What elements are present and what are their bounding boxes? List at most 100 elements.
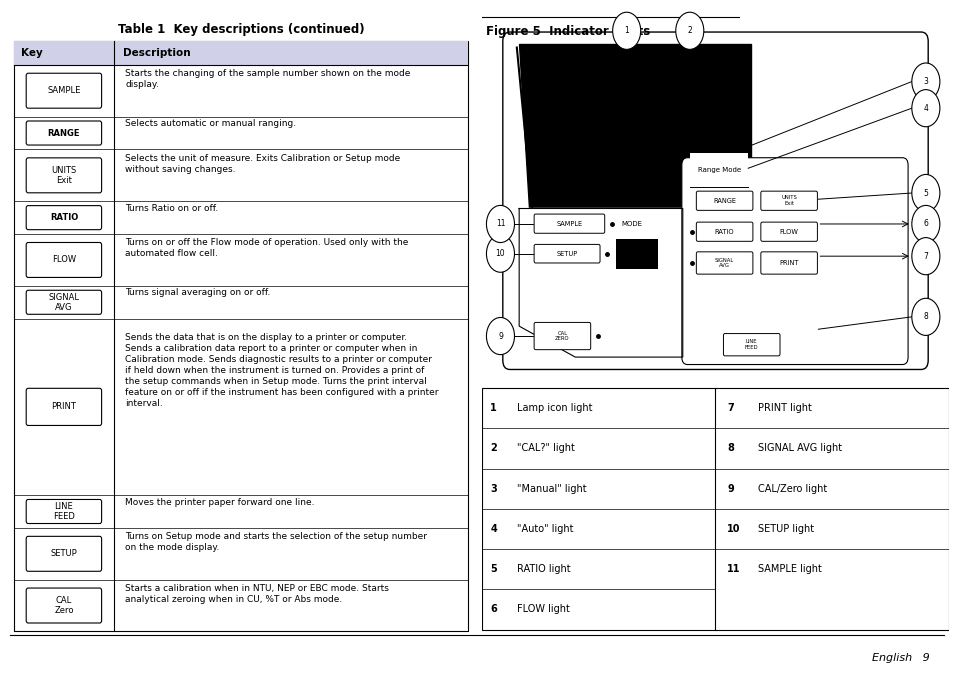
Text: 6: 6	[923, 219, 927, 228]
FancyBboxPatch shape	[722, 334, 780, 356]
Polygon shape	[518, 44, 750, 209]
FancyBboxPatch shape	[681, 157, 907, 365]
FancyBboxPatch shape	[502, 32, 927, 369]
FancyBboxPatch shape	[26, 290, 102, 314]
FancyBboxPatch shape	[760, 252, 817, 274]
FancyBboxPatch shape	[534, 244, 599, 263]
Bar	[481, 388, 948, 629]
Circle shape	[486, 235, 514, 273]
Text: SETUP light: SETUP light	[757, 524, 813, 534]
Text: MODE: MODE	[620, 221, 641, 227]
Text: SAMPLE: SAMPLE	[47, 86, 80, 95]
Text: 1: 1	[623, 26, 628, 35]
Text: SETUP: SETUP	[556, 251, 578, 256]
Text: FLOW: FLOW	[779, 229, 798, 235]
Circle shape	[911, 63, 939, 100]
Circle shape	[911, 205, 939, 242]
FancyBboxPatch shape	[696, 222, 752, 242]
Text: LINE
FEED: LINE FEED	[744, 339, 758, 350]
Circle shape	[675, 12, 703, 49]
FancyBboxPatch shape	[760, 191, 817, 211]
Text: 4: 4	[923, 104, 927, 112]
Text: 11: 11	[726, 564, 740, 574]
Text: "Manual" light: "Manual" light	[517, 484, 586, 494]
Text: Range Mode: Range Mode	[697, 167, 740, 173]
Text: 4: 4	[490, 524, 497, 534]
FancyBboxPatch shape	[26, 536, 102, 571]
Text: RATIO: RATIO	[50, 213, 78, 222]
FancyBboxPatch shape	[26, 121, 102, 145]
Circle shape	[486, 205, 514, 242]
Text: Turns on Setup mode and starts the selection of the setup number
on the mode dis: Turns on Setup mode and starts the selec…	[125, 532, 427, 552]
FancyBboxPatch shape	[26, 388, 102, 425]
FancyBboxPatch shape	[26, 158, 102, 192]
Text: Starts a calibration when in NTU, NEP or EBC mode. Starts
analytical zeroing whe: Starts a calibration when in NTU, NEP or…	[125, 583, 389, 604]
Bar	[689, 153, 747, 187]
Text: PRINT: PRINT	[779, 260, 798, 266]
Text: Table 1  Key descriptions (continued): Table 1 Key descriptions (continued)	[117, 23, 364, 36]
Text: UNITS
Exit: UNITS Exit	[51, 166, 76, 185]
FancyBboxPatch shape	[26, 73, 102, 108]
Circle shape	[911, 238, 939, 275]
Text: SIGNAL
AVG: SIGNAL AVG	[714, 258, 734, 269]
Bar	[14, 41, 467, 65]
Text: Figure 5  Indicator lights: Figure 5 Indicator lights	[486, 25, 650, 38]
Circle shape	[911, 298, 939, 335]
Text: 7: 7	[726, 403, 733, 413]
Text: SAMPLE light: SAMPLE light	[757, 564, 821, 574]
Text: 7: 7	[923, 252, 927, 260]
Text: CAL
ZERO: CAL ZERO	[555, 330, 569, 341]
Text: "CAL?" light: "CAL?" light	[517, 444, 574, 454]
Text: Lamp icon light: Lamp icon light	[517, 403, 592, 413]
Text: 8: 8	[726, 444, 733, 454]
Text: 11: 11	[496, 219, 505, 228]
Text: RANGE: RANGE	[713, 198, 736, 204]
Text: PRINT light: PRINT light	[757, 403, 811, 413]
Text: Key: Key	[21, 48, 43, 58]
Text: 9: 9	[726, 484, 733, 494]
Text: SETUP: SETUP	[51, 549, 77, 559]
Text: RATIO light: RATIO light	[517, 564, 570, 574]
Text: 2: 2	[490, 444, 497, 454]
Polygon shape	[518, 209, 682, 357]
Text: 9: 9	[497, 332, 502, 341]
Text: 3: 3	[490, 484, 497, 494]
Text: Description: Description	[123, 48, 191, 58]
Text: UNITS
Exit: UNITS Exit	[781, 195, 796, 206]
FancyBboxPatch shape	[26, 242, 102, 277]
FancyBboxPatch shape	[696, 191, 752, 211]
Text: FLOW light: FLOW light	[517, 604, 569, 614]
Text: 5: 5	[490, 564, 497, 574]
Text: CAL/Zero light: CAL/Zero light	[757, 484, 826, 494]
Text: Turns signal averaging on or off.: Turns signal averaging on or off.	[125, 289, 271, 297]
Text: SIGNAL AVG light: SIGNAL AVG light	[757, 444, 841, 454]
Text: RATIO: RATIO	[714, 229, 734, 235]
FancyBboxPatch shape	[26, 588, 102, 623]
Text: Moves the printer paper forward one line.: Moves the printer paper forward one line…	[125, 497, 314, 507]
Text: PRINT: PRINT	[51, 402, 76, 411]
Text: 6: 6	[490, 604, 497, 614]
Text: FLOW: FLOW	[51, 256, 76, 264]
Text: SAMPLE: SAMPLE	[556, 221, 582, 227]
FancyBboxPatch shape	[696, 252, 752, 274]
Text: 1: 1	[490, 403, 497, 413]
Text: "Auto" light: "Auto" light	[517, 524, 573, 534]
Bar	[616, 239, 658, 269]
Text: 8: 8	[923, 312, 927, 321]
FancyBboxPatch shape	[760, 222, 817, 242]
Text: Sends the data that is on the display to a printer or computer.
Sends a calibrat: Sends the data that is on the display to…	[125, 333, 438, 409]
Text: 5: 5	[923, 188, 927, 197]
FancyBboxPatch shape	[534, 214, 604, 234]
FancyBboxPatch shape	[26, 206, 102, 229]
Text: Turns Ratio on or off.: Turns Ratio on or off.	[125, 204, 218, 213]
Text: CAL
Zero: CAL Zero	[54, 596, 73, 615]
Text: LINE
FEED: LINE FEED	[53, 502, 74, 521]
Text: 10: 10	[726, 524, 740, 534]
Text: 2: 2	[687, 26, 692, 35]
FancyBboxPatch shape	[534, 322, 590, 350]
Text: Selects the unit of measure. Exits Calibration or Setup mode
without saving chan: Selects the unit of measure. Exits Calib…	[125, 153, 400, 174]
Circle shape	[911, 90, 939, 127]
Text: RANGE: RANGE	[48, 129, 80, 137]
Text: Selects automatic or manual ranging.: Selects automatic or manual ranging.	[125, 119, 296, 128]
Text: SIGNAL
AVG: SIGNAL AVG	[49, 293, 79, 312]
